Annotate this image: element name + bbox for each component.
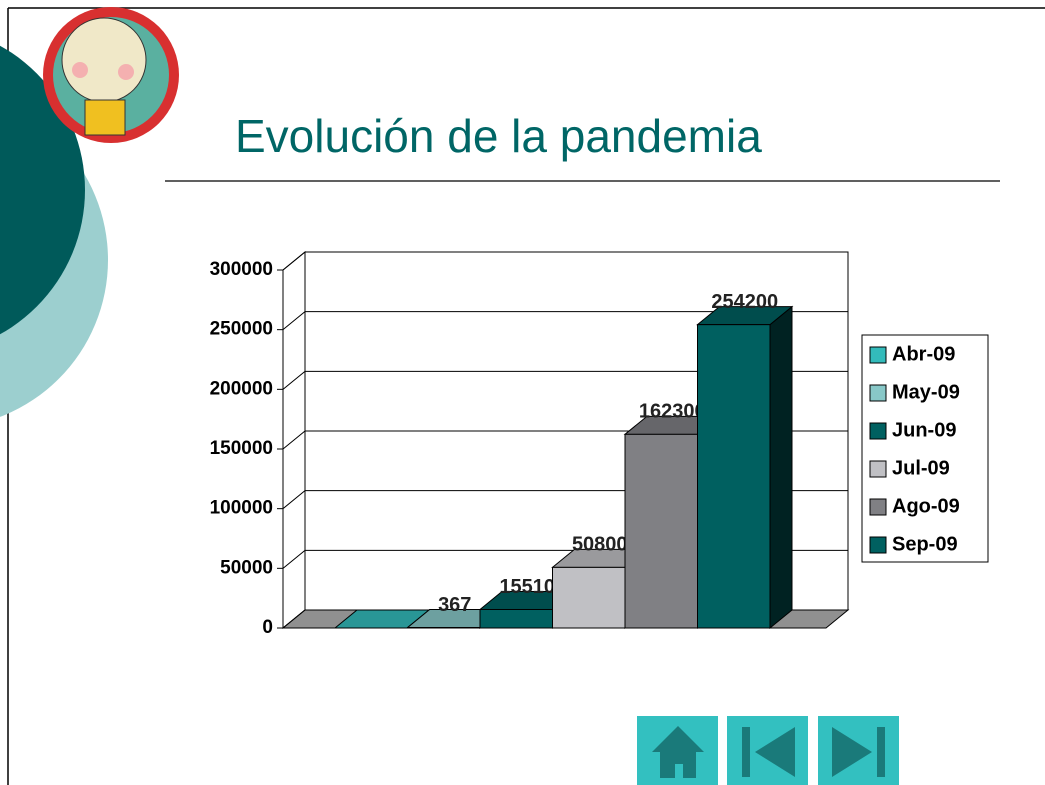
nav [637,716,899,785]
bar [698,325,771,628]
bar [625,434,698,628]
previous-button[interactable] [727,716,808,785]
slide: Evolución de la pandemia 0 50000 100000 150… [0,0,1045,785]
data-label: 367 [438,594,471,616]
y-tick-label: 250000 [210,319,273,340]
legend-label: Jul-09 [892,457,950,479]
legend-label: May-09 [892,381,960,403]
bar [553,567,626,628]
legend-label: Jun-09 [892,419,956,441]
data-label: 15510 [499,576,555,598]
bar-side [770,307,792,628]
legend-label: Abr-09 [892,343,955,365]
y-tick-label: 150000 [210,438,273,459]
y-tick-label: 200000 [210,378,273,399]
legend-swatch [870,499,886,515]
logo [43,7,179,143]
y-tick-label: 0 [262,617,273,638]
data-label: 162300 [639,401,706,423]
data-label: 254200 [711,291,778,313]
home-button[interactable] [637,716,718,785]
legend-label: Sep-09 [892,533,958,555]
data-label: 50800 [572,534,628,556]
y-tick-label: 300000 [210,259,273,280]
legend-swatch [870,537,886,553]
y-tick-label: 100000 [210,498,273,519]
legend-swatch [870,423,886,439]
legend-swatch [870,461,886,477]
legend-label: Ago-09 [892,495,960,517]
legend-box [862,335,988,562]
legend-swatch [870,385,886,401]
legend-swatch [870,347,886,363]
next-button[interactable] [818,716,899,785]
bar [480,609,553,628]
y-tick-label: 50000 [220,557,273,578]
title: Evolución de la pandemia [235,110,762,162]
